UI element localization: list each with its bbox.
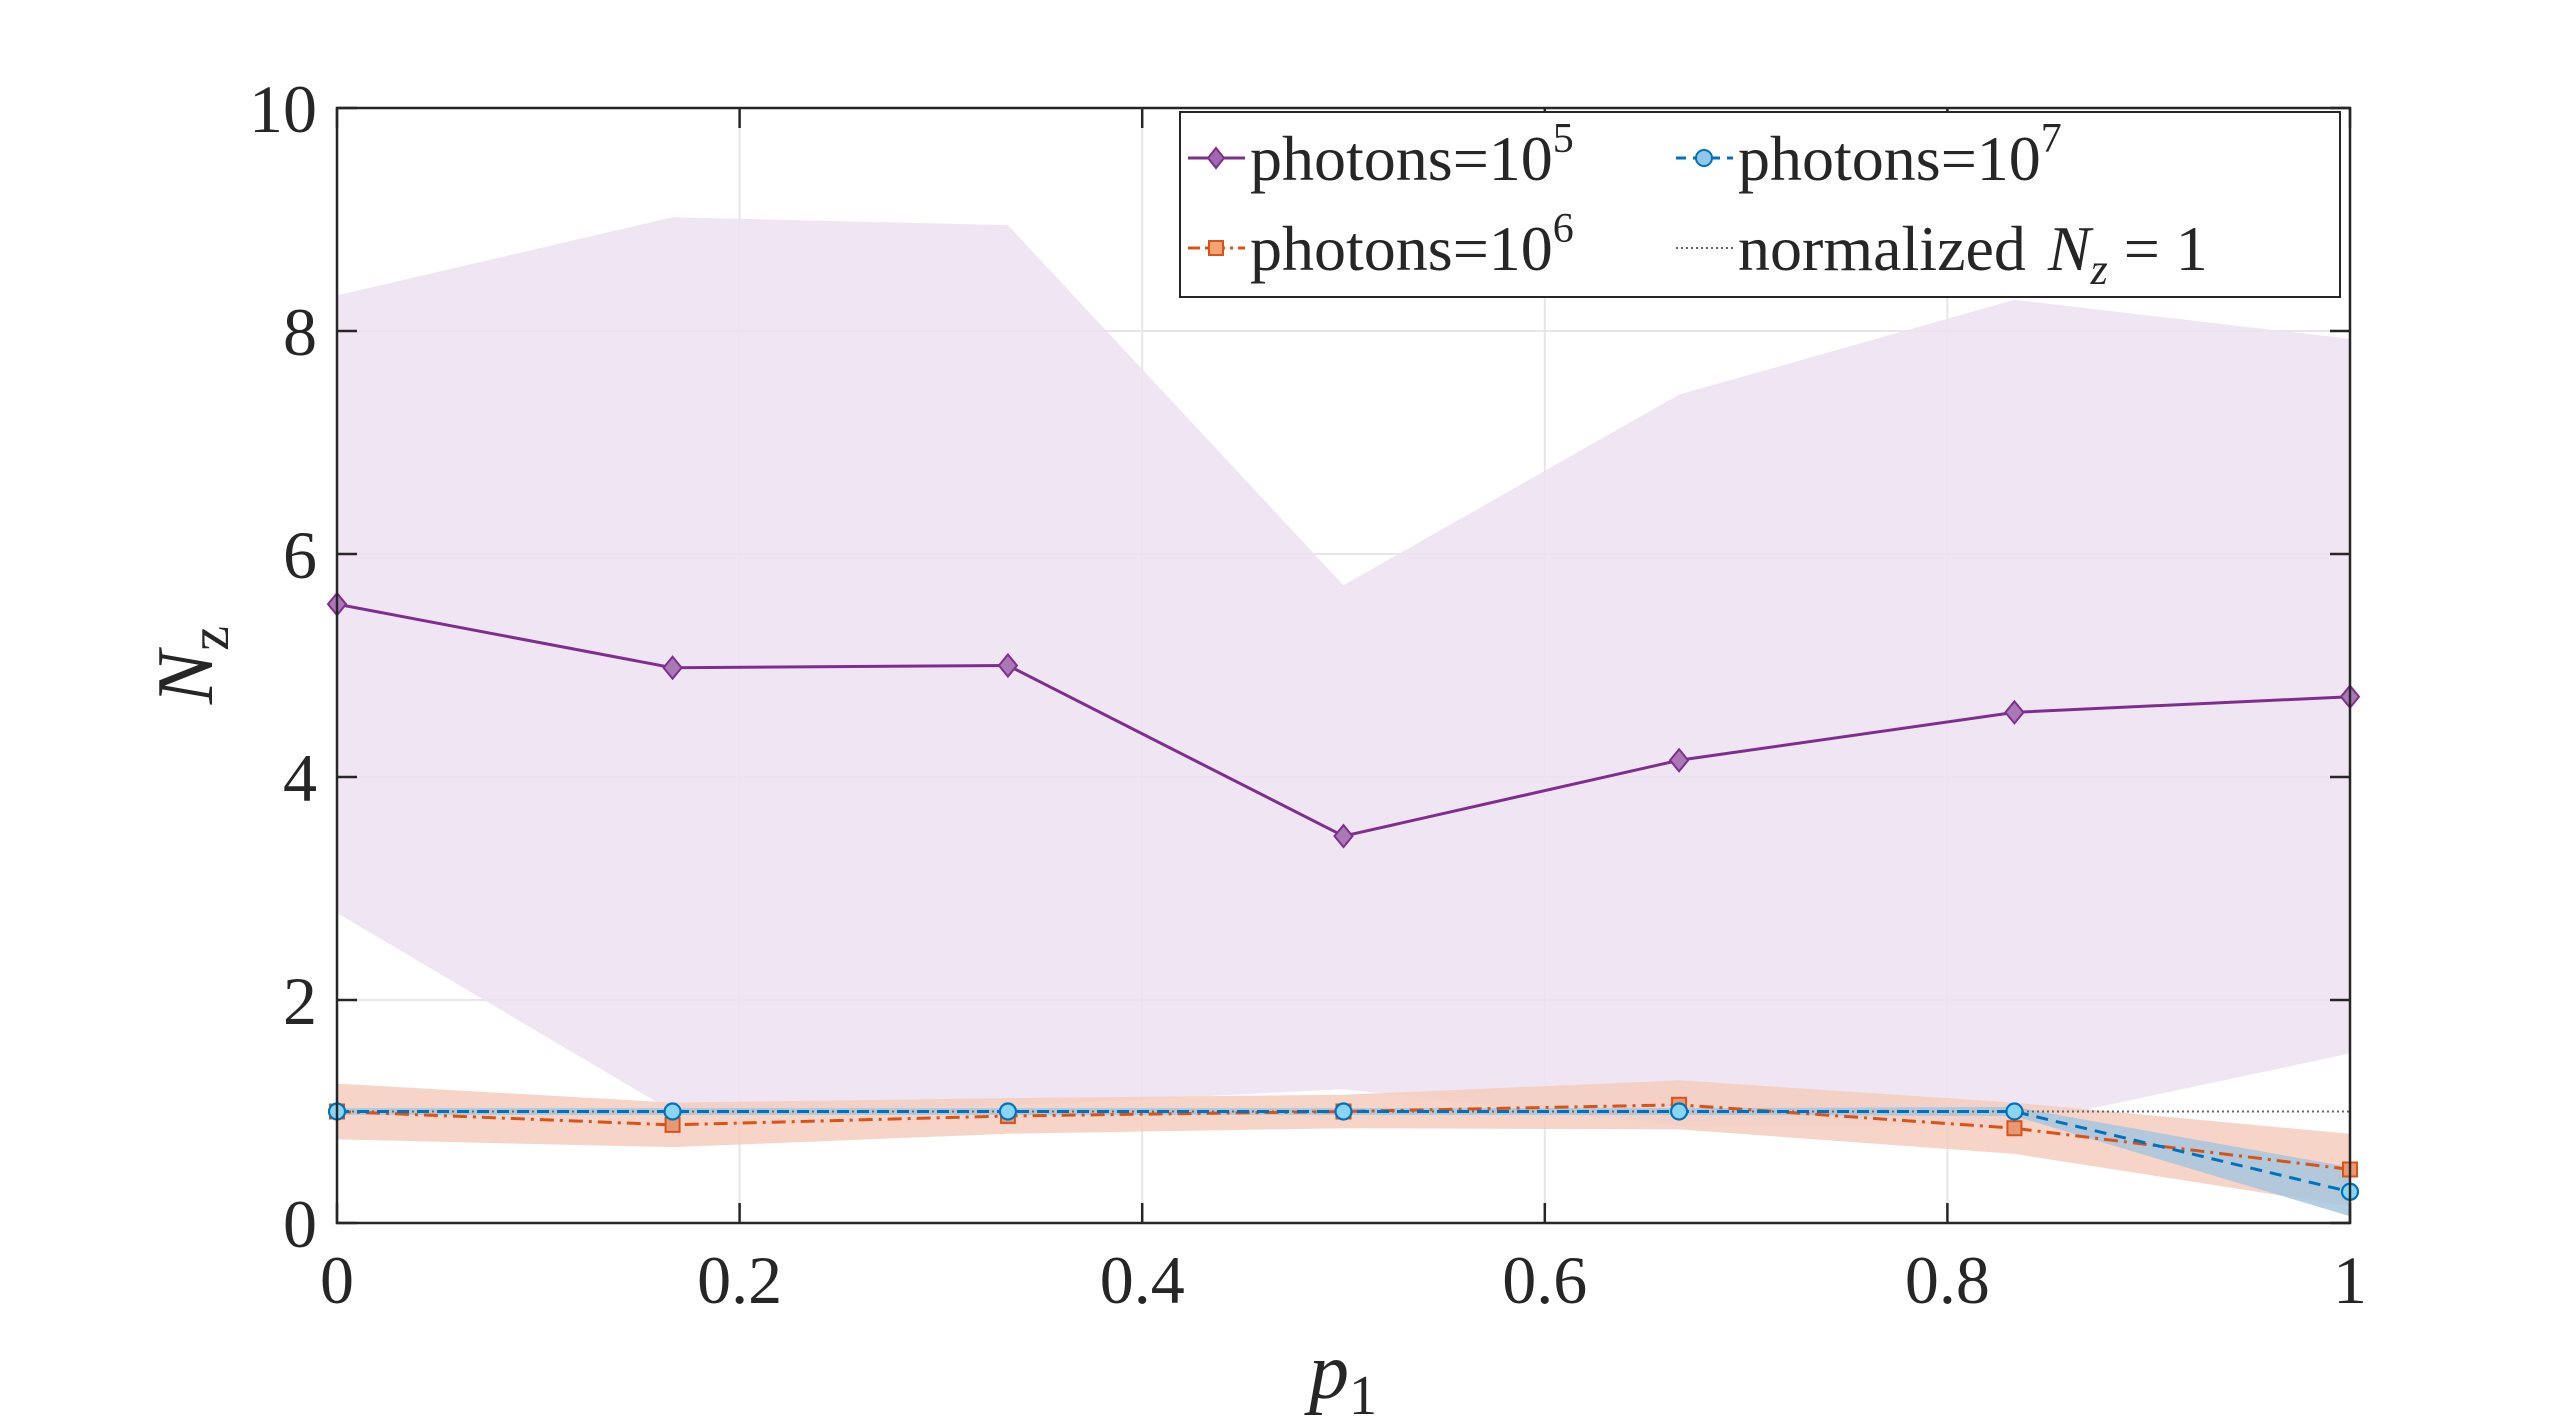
legend-marker-square <box>1208 240 1224 256</box>
legend-label-photons-1e6-base: photons=10 <box>1250 213 1553 284</box>
legend-label-normalized-equality: = 1 <box>2108 213 2208 284</box>
y-tick-label: 4 <box>283 740 317 816</box>
legend-box <box>1179 111 2341 298</box>
data-point-diamond <box>2004 699 2025 725</box>
legend-label-normalized-word: normalized <box>1738 213 2026 284</box>
data-point-diamond <box>662 655 683 681</box>
legend-label-photons-1e7-exponent: 7 <box>2041 116 2062 162</box>
legend-label-photons-1e6: photons=106 <box>1250 206 1574 284</box>
x-axis-title-main: p <box>1304 1328 1349 1416</box>
legend-label-normalized: normalized Nz = 1 <box>1738 213 2208 294</box>
y-axis-title: Nz <box>142 626 241 705</box>
x-tick-label: 0.6 <box>1502 1242 1587 1318</box>
legend-entry-photons-1e5: photons=105 <box>1188 116 1574 194</box>
x-tick-label: 0 <box>320 1242 354 1318</box>
legend-label-photons-1e6-exponent: 6 <box>1553 206 1574 252</box>
legend-label-normalized-subscript: z <box>2090 245 2108 294</box>
x-tick-label: 1 <box>2333 1242 2367 1318</box>
data-point-circle <box>663 1102 682 1121</box>
y-axis-title-subscript: z <box>179 626 241 651</box>
legend-marker-circle <box>1695 149 1713 167</box>
data-point-circle <box>1669 1102 1689 1121</box>
legend-label-photons-1e5-base: photons=10 <box>1250 123 1553 194</box>
legend-label-photons-1e7: photons=107 <box>1738 116 2062 194</box>
x-tick-label: 0.8 <box>1905 1242 1990 1318</box>
plot-area-frame <box>335 106 2352 1225</box>
y-tick-label: 8 <box>283 294 317 370</box>
data-point-circle <box>1334 1102 1353 1121</box>
data-point-diamond <box>1333 823 1354 849</box>
legend-entry-photons-1e7: photons=107 <box>1676 116 2062 194</box>
x-axis-title-subscript: 1 <box>1349 1365 1377 1420</box>
x-tick-label: 0.2 <box>697 1242 782 1318</box>
series-markers <box>326 591 2361 1201</box>
legend-label-photons-1e7-base: photons=10 <box>1738 123 2041 194</box>
data-point-circle <box>998 1102 1018 1121</box>
y-tick-label: 10 <box>249 71 317 147</box>
x-axis-title: p1 <box>1304 1328 1377 1420</box>
legend-entry-photons-1e6: photons=106 <box>1188 206 1574 284</box>
legend-label-photons-1e5-exponent: 5 <box>1553 116 1574 162</box>
data-point-diamond <box>1668 747 1690 773</box>
x-tick-label: 0.4 <box>1100 1242 1185 1318</box>
legend: photons=105 photons=107 photons=106 norm… <box>1179 111 2341 298</box>
data-point-circle <box>2005 1102 2024 1121</box>
data-point-diamond <box>997 652 1019 679</box>
y-tick-label: 6 <box>283 517 317 593</box>
confidence-band-series-1 <box>337 217 2350 1126</box>
legend-entry-normalized: normalized Nz = 1 <box>1676 213 2208 294</box>
y-tick-label: 2 <box>283 963 317 1039</box>
legend-label-normalized-symbol: N <box>2047 213 2094 284</box>
y-tick-label: 0 <box>283 1186 317 1262</box>
data-point-square <box>2006 1120 2023 1137</box>
y-axis-title-main: N <box>142 646 230 705</box>
legend-marker-diamond <box>1206 146 1226 170</box>
legend-label-photons-1e5: photons=105 <box>1250 116 1574 194</box>
